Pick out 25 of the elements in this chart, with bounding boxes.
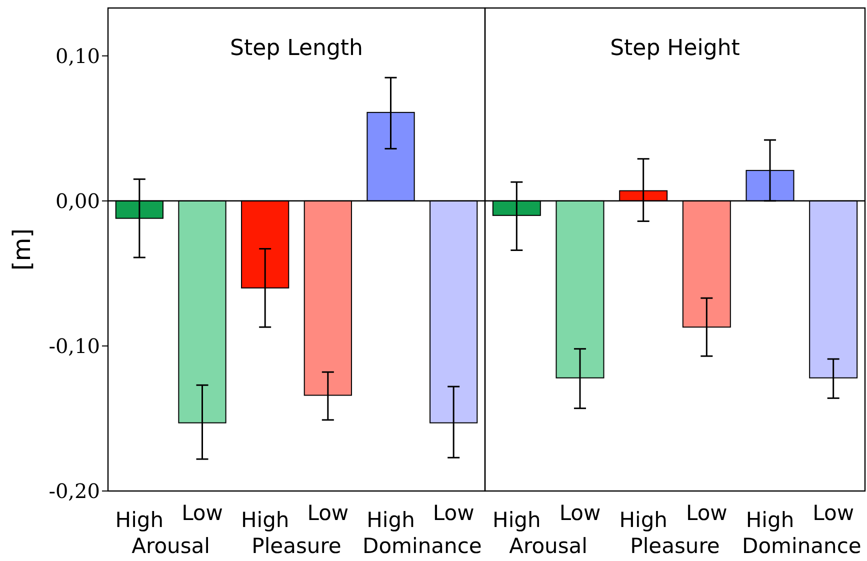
y-tick-label: -0,10	[48, 334, 100, 358]
x-tick-label: High	[492, 508, 541, 532]
x-tick-label: Low	[307, 501, 349, 525]
text: Step Height	[610, 36, 740, 61]
text: Arousal	[132, 534, 210, 558]
text: Step Length	[230, 36, 363, 61]
text: Pleasure	[630, 534, 720, 558]
x-tick-label: Low	[812, 501, 854, 525]
x-tick-label: Low	[182, 501, 223, 525]
x-tick-label: High	[240, 508, 290, 532]
y-tick-label: 0,10	[55, 44, 100, 68]
x-tick-label: High	[115, 508, 164, 532]
text: Arousal	[509, 534, 588, 558]
x-tick-label: High	[619, 508, 668, 532]
x-tick-label: High	[366, 508, 415, 532]
y-tick-label: -0,20	[48, 479, 100, 503]
y-tick-label: 0,00	[55, 188, 100, 213]
y-axis-title: [m]	[8, 228, 36, 271]
x-tick-label: Low	[559, 501, 601, 525]
x-tick-label: Low	[432, 501, 474, 525]
x-tick-label: High	[746, 508, 794, 532]
text: Dominance	[362, 534, 482, 558]
x-tick-label: Low	[686, 501, 728, 525]
text: Dominance	[742, 534, 862, 558]
text: Pleasure	[252, 534, 342, 558]
